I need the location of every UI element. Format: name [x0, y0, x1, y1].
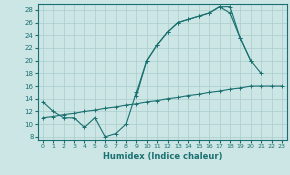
X-axis label: Humidex (Indice chaleur): Humidex (Indice chaleur) — [103, 152, 222, 161]
